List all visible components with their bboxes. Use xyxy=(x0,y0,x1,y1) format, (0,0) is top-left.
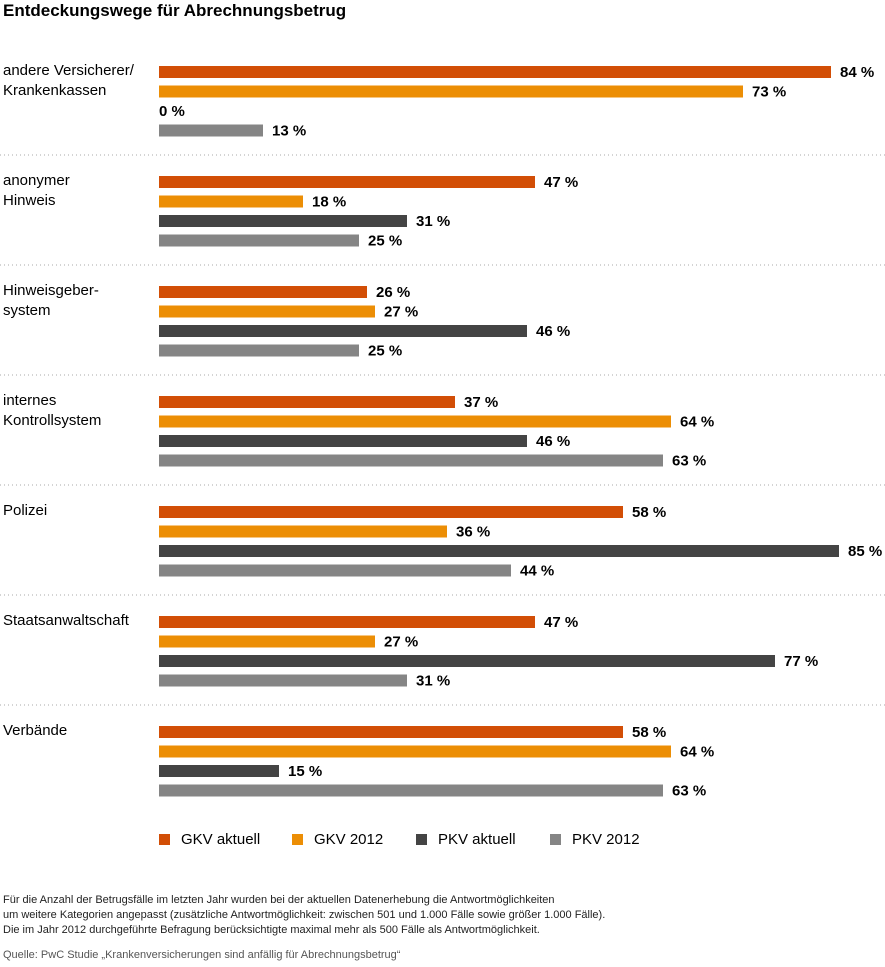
data-label: 25 % xyxy=(368,343,402,360)
bar xyxy=(159,66,831,78)
bar xyxy=(159,525,447,538)
data-label: 31 % xyxy=(416,213,450,230)
data-label: 84 % xyxy=(840,64,874,81)
bar xyxy=(159,435,527,447)
bar xyxy=(159,545,839,557)
bar xyxy=(159,674,407,687)
category-label: internes Kontrollsystem xyxy=(3,392,102,429)
bar xyxy=(159,765,279,777)
data-label: 36 % xyxy=(456,524,490,541)
bar xyxy=(159,305,375,318)
bar xyxy=(159,396,455,408)
bar xyxy=(159,286,367,298)
data-label: 27 % xyxy=(384,634,418,651)
footnote: Für die Anzahl der Betrugsfälle im letzt… xyxy=(3,894,606,936)
category-label: Hinweisgeber- system xyxy=(3,282,99,319)
bar xyxy=(159,564,511,577)
legend-label: PKV aktuell xyxy=(438,831,516,848)
data-label: 44 % xyxy=(520,563,554,580)
bar xyxy=(159,344,359,357)
bar xyxy=(159,655,775,667)
data-label: 15 % xyxy=(288,763,322,780)
legend-label: GKV 2012 xyxy=(314,831,384,848)
legend-swatch xyxy=(292,834,303,845)
data-label: 0 % xyxy=(159,103,185,120)
data-label: 26 % xyxy=(376,284,410,301)
bar xyxy=(159,745,671,758)
bar xyxy=(159,234,359,247)
bar xyxy=(159,215,407,227)
data-label: 85 % xyxy=(848,543,882,560)
data-label: 31 % xyxy=(416,673,450,690)
data-label: 47 % xyxy=(544,174,578,191)
bar xyxy=(159,784,663,797)
data-label: 58 % xyxy=(632,504,666,521)
bar xyxy=(159,506,623,518)
data-label: 46 % xyxy=(536,323,570,340)
data-label: 73 % xyxy=(752,84,786,101)
bar xyxy=(159,454,663,467)
category-label: anonymer Hinweis xyxy=(3,172,70,209)
legend-item-pkv-2012: PKV 2012 xyxy=(550,831,640,848)
data-label: 63 % xyxy=(672,453,706,470)
bar xyxy=(159,176,535,188)
legend-swatch xyxy=(416,834,427,845)
legend-item-pkv-aktuell: PKV aktuell xyxy=(416,831,516,848)
legend-label: PKV 2012 xyxy=(572,831,640,848)
bar xyxy=(159,616,535,628)
data-label: 13 % xyxy=(272,123,306,140)
data-label: 64 % xyxy=(680,414,714,431)
category-label: Polizei xyxy=(3,502,48,519)
data-label: 47 % xyxy=(544,614,578,631)
data-label: 37 % xyxy=(464,394,498,411)
data-label: 58 % xyxy=(632,724,666,741)
chart-title: Entdeckungswege für Abrechnungsbetrug xyxy=(3,1,347,20)
bar xyxy=(159,325,527,337)
bar xyxy=(159,124,263,137)
bar xyxy=(159,635,375,648)
data-label: 18 % xyxy=(312,194,346,211)
bar-chart: 84 % 73 % 0 % 13 % 47 % 18 % 31 % 25 % 26 % 27 % 4… xyxy=(0,64,885,800)
data-label: 63 % xyxy=(672,783,706,800)
bar xyxy=(159,415,671,428)
source-note: Quelle: PwC Studie „Krankenversicherunge… xyxy=(3,949,401,961)
data-label: 27 % xyxy=(384,304,418,321)
legend-item-gkv-aktuell: GKV aktuell xyxy=(159,831,260,848)
category-label: Staatsanwaltschaft xyxy=(3,612,129,629)
data-label: 64 % xyxy=(680,744,714,761)
category-label: andere Versicherer/ Krankenkassen xyxy=(3,62,134,99)
category-label: Verbände xyxy=(3,722,68,739)
bar xyxy=(159,195,303,208)
legend-label: GKV aktuell xyxy=(181,831,261,848)
legend-item-gkv-2012: GKV 2012 xyxy=(292,831,383,848)
legend-swatch xyxy=(159,834,170,845)
data-label: 46 % xyxy=(536,433,570,450)
data-label: 25 % xyxy=(368,233,402,250)
data-label: 77 % xyxy=(784,653,818,670)
legend-swatch xyxy=(550,834,561,845)
bar xyxy=(159,85,743,98)
bar xyxy=(159,726,623,738)
